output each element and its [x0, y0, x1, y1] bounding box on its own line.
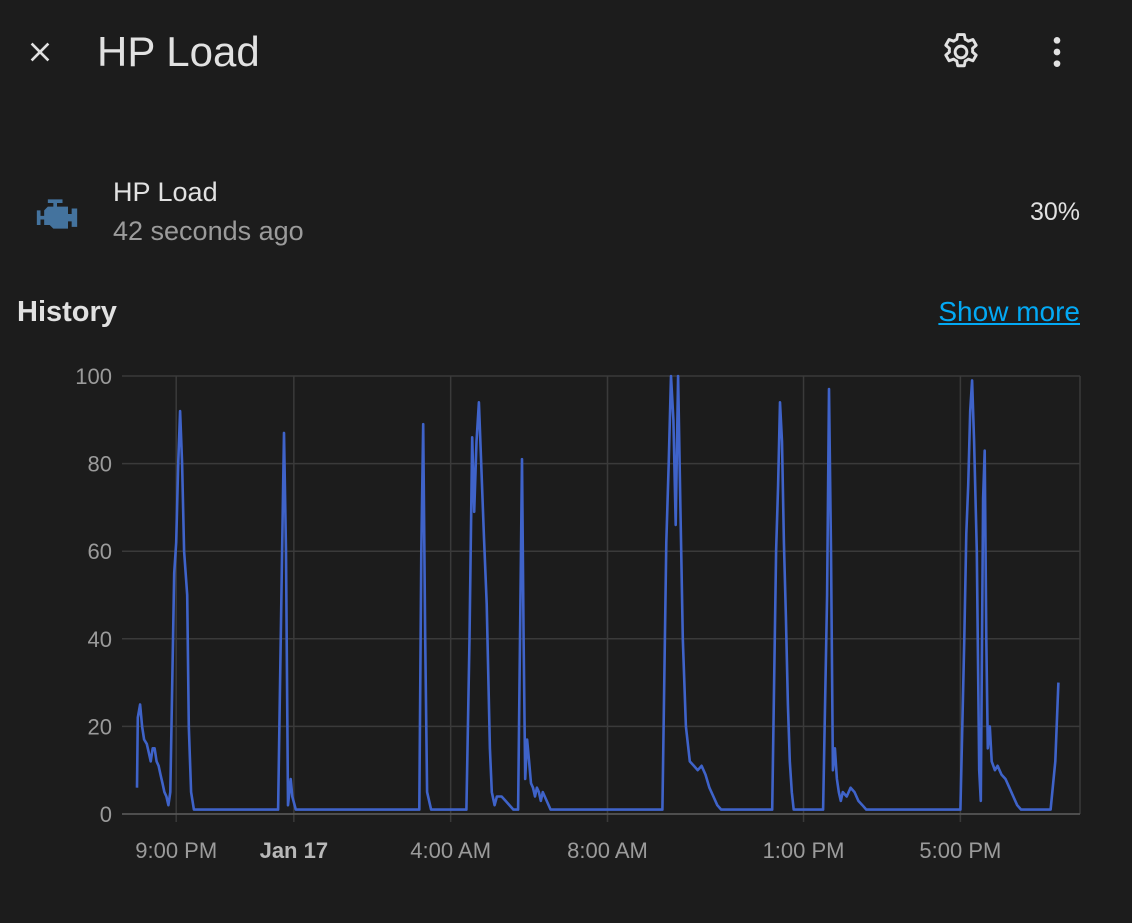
- y-tick-label: 80: [88, 452, 112, 477]
- x-tick-label: 8:00 AM: [567, 838, 648, 863]
- more-vert-icon: [1053, 37, 1061, 67]
- entity-state-value: 30%: [1029, 198, 1080, 226]
- chart-grid: [122, 375, 1081, 822]
- x-tick-label: 5:00 PM: [919, 838, 1001, 863]
- history-chart[interactable]: 0 20 40 60 80 100 9:00 PM Jan 17 4:00 AM 8:00 AM…: [0, 355, 1132, 875]
- entity-name: HP Load: [113, 177, 218, 207]
- dialog-title: HP Load: [97, 28, 260, 75]
- close-button[interactable]: [16, 28, 64, 76]
- history-heading: History: [17, 296, 117, 328]
- x-tick-label: Jan 17: [260, 838, 329, 863]
- show-more-link[interactable]: Show more: [938, 296, 1080, 327]
- settings-button[interactable]: [937, 28, 985, 76]
- x-tick-label: 4:00 AM: [410, 838, 491, 863]
- more-options-button[interactable]: [1033, 28, 1081, 76]
- y-tick-label: 40: [88, 627, 112, 652]
- close-icon: [30, 42, 50, 62]
- dialog-header: HP Load: [0, 0, 1132, 104]
- x-tick-label: 1:00 PM: [763, 838, 845, 863]
- entity-state-row: HP Load 42 seconds ago 30%: [0, 170, 1132, 260]
- entity-last-changed: 42 seconds ago: [113, 216, 304, 246]
- gear-icon: [944, 33, 978, 68]
- y-axis-ticks: 0 20 40 60 80 100: [75, 364, 112, 827]
- y-tick-label: 60: [88, 539, 112, 564]
- x-tick-label: 9:00 PM: [135, 838, 217, 863]
- engine-icon: [36, 199, 78, 229]
- chart-series-line: [135, 374, 1060, 811]
- y-tick-label: 0: [100, 802, 112, 827]
- y-tick-label: 20: [88, 714, 112, 739]
- x-axis-ticks: 9:00 PM Jan 17 4:00 AM 8:00 AM 1:00 PM 5:00 P…: [135, 838, 1001, 863]
- y-tick-label: 100: [75, 364, 112, 389]
